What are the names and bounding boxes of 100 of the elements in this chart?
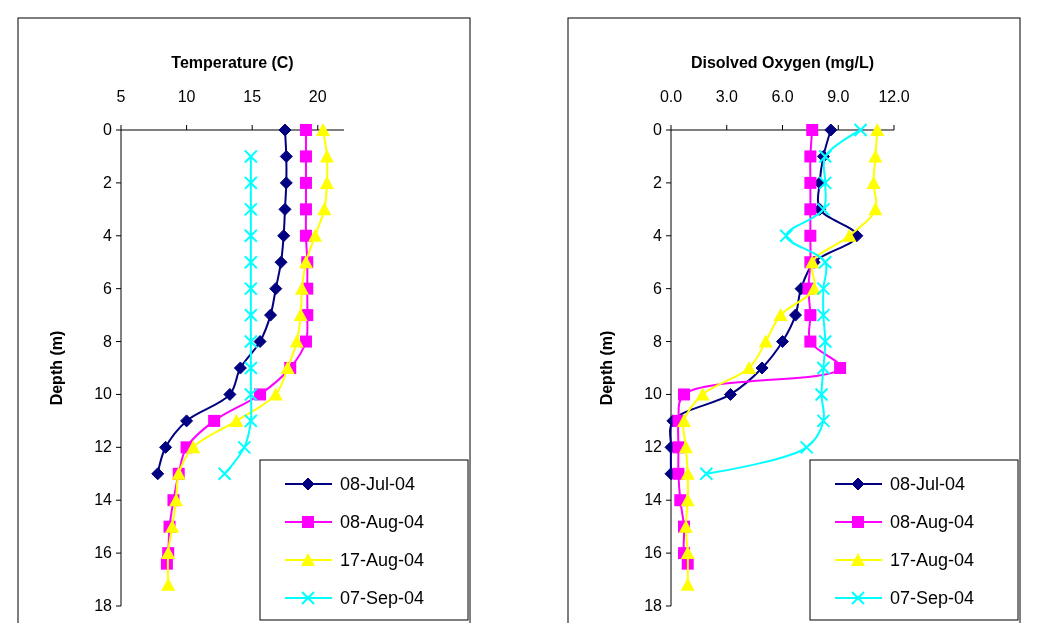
point (818, 255, 833, 270)
point (758, 334, 773, 348)
point (806, 124, 819, 136)
y-tick-label: 6 (653, 279, 663, 297)
y-tick-label: 10 (94, 385, 113, 403)
point (229, 413, 244, 427)
y-tick-label: 16 (644, 544, 663, 562)
legend-label: 07-Sep-04 (340, 588, 425, 608)
point (165, 519, 180, 533)
point (319, 175, 334, 189)
point (243, 361, 258, 375)
point (243, 308, 258, 323)
point (319, 149, 334, 163)
point (317, 202, 332, 216)
point (299, 124, 312, 136)
point (868, 149, 883, 163)
x-tick-label: 9.0 (827, 88, 850, 105)
point (814, 387, 829, 402)
point (816, 281, 831, 296)
point (169, 493, 184, 507)
point (868, 202, 883, 216)
point (243, 228, 258, 243)
x-tick-label: 15 (243, 88, 262, 105)
point (243, 281, 258, 296)
point (678, 440, 693, 454)
y-tick-label: 14 (94, 491, 113, 509)
point (243, 149, 258, 164)
x-tick-label: 10 (177, 88, 196, 105)
point (824, 123, 838, 137)
y-tick-label: 18 (94, 597, 113, 614)
point (243, 255, 258, 270)
point (776, 335, 789, 349)
point (680, 577, 695, 591)
point (816, 361, 831, 375)
point (742, 361, 757, 374)
y-tick-label: 16 (94, 544, 113, 562)
point (277, 229, 291, 243)
point (208, 414, 221, 427)
y-tick-label: 0 (653, 121, 663, 138)
point (804, 203, 817, 216)
point (816, 308, 831, 323)
legend-label: 08-Aug-04 (890, 512, 975, 532)
y-tick-label: 8 (653, 332, 663, 350)
x-tick-label: 0.0 (659, 88, 683, 105)
legend-label: 17-Aug-04 (340, 550, 425, 570)
point (243, 413, 258, 428)
point (243, 387, 258, 402)
point (253, 335, 267, 349)
point (680, 493, 695, 507)
point (151, 467, 165, 481)
x-tick-label: 12.0 (878, 88, 910, 105)
point (295, 281, 310, 295)
legend-label: 07-Sep-04 (890, 588, 975, 608)
point (804, 335, 817, 348)
point (807, 281, 822, 295)
point (161, 577, 176, 591)
point (816, 202, 831, 217)
point (186, 440, 201, 454)
point (264, 308, 278, 322)
point (243, 334, 258, 349)
y-tick-label: 14 (644, 491, 663, 509)
point (842, 228, 857, 242)
y-tick-label: 18 (644, 597, 663, 614)
point (804, 309, 817, 322)
point (672, 467, 685, 480)
point (789, 308, 803, 322)
point (316, 123, 331, 136)
legend-label: 17-Aug-04 (890, 550, 975, 570)
point (723, 387, 737, 401)
point (279, 149, 293, 163)
point (293, 308, 308, 322)
point (289, 334, 304, 348)
point (677, 413, 692, 427)
x-tick-label: 3.0 (715, 88, 738, 105)
point (243, 202, 258, 217)
point (779, 228, 794, 243)
point (773, 308, 788, 322)
y-tick-label: 6 (103, 279, 113, 297)
point (680, 546, 695, 560)
point (243, 175, 258, 190)
point (159, 440, 173, 454)
point (280, 361, 295, 374)
point (699, 466, 714, 481)
point (279, 176, 293, 190)
point (804, 176, 817, 189)
point (268, 387, 283, 401)
point (233, 361, 247, 375)
legend-label: 08-Jul-04 (890, 474, 966, 494)
point (680, 466, 695, 480)
y-tick-label: 10 (644, 385, 663, 403)
point (254, 388, 267, 401)
x-tick-label: 5 (116, 88, 126, 105)
point (678, 388, 691, 401)
x-tick-label: 20 (308, 88, 327, 105)
x-tick-label: 6.0 (771, 88, 794, 105)
point (804, 150, 817, 163)
y-axis-title: Depth (m) (598, 330, 615, 406)
y-tick-label: 4 (103, 226, 113, 244)
y-axis-title: Depth (m) (48, 330, 65, 406)
legend-label: 08-Jul-04 (340, 474, 416, 494)
